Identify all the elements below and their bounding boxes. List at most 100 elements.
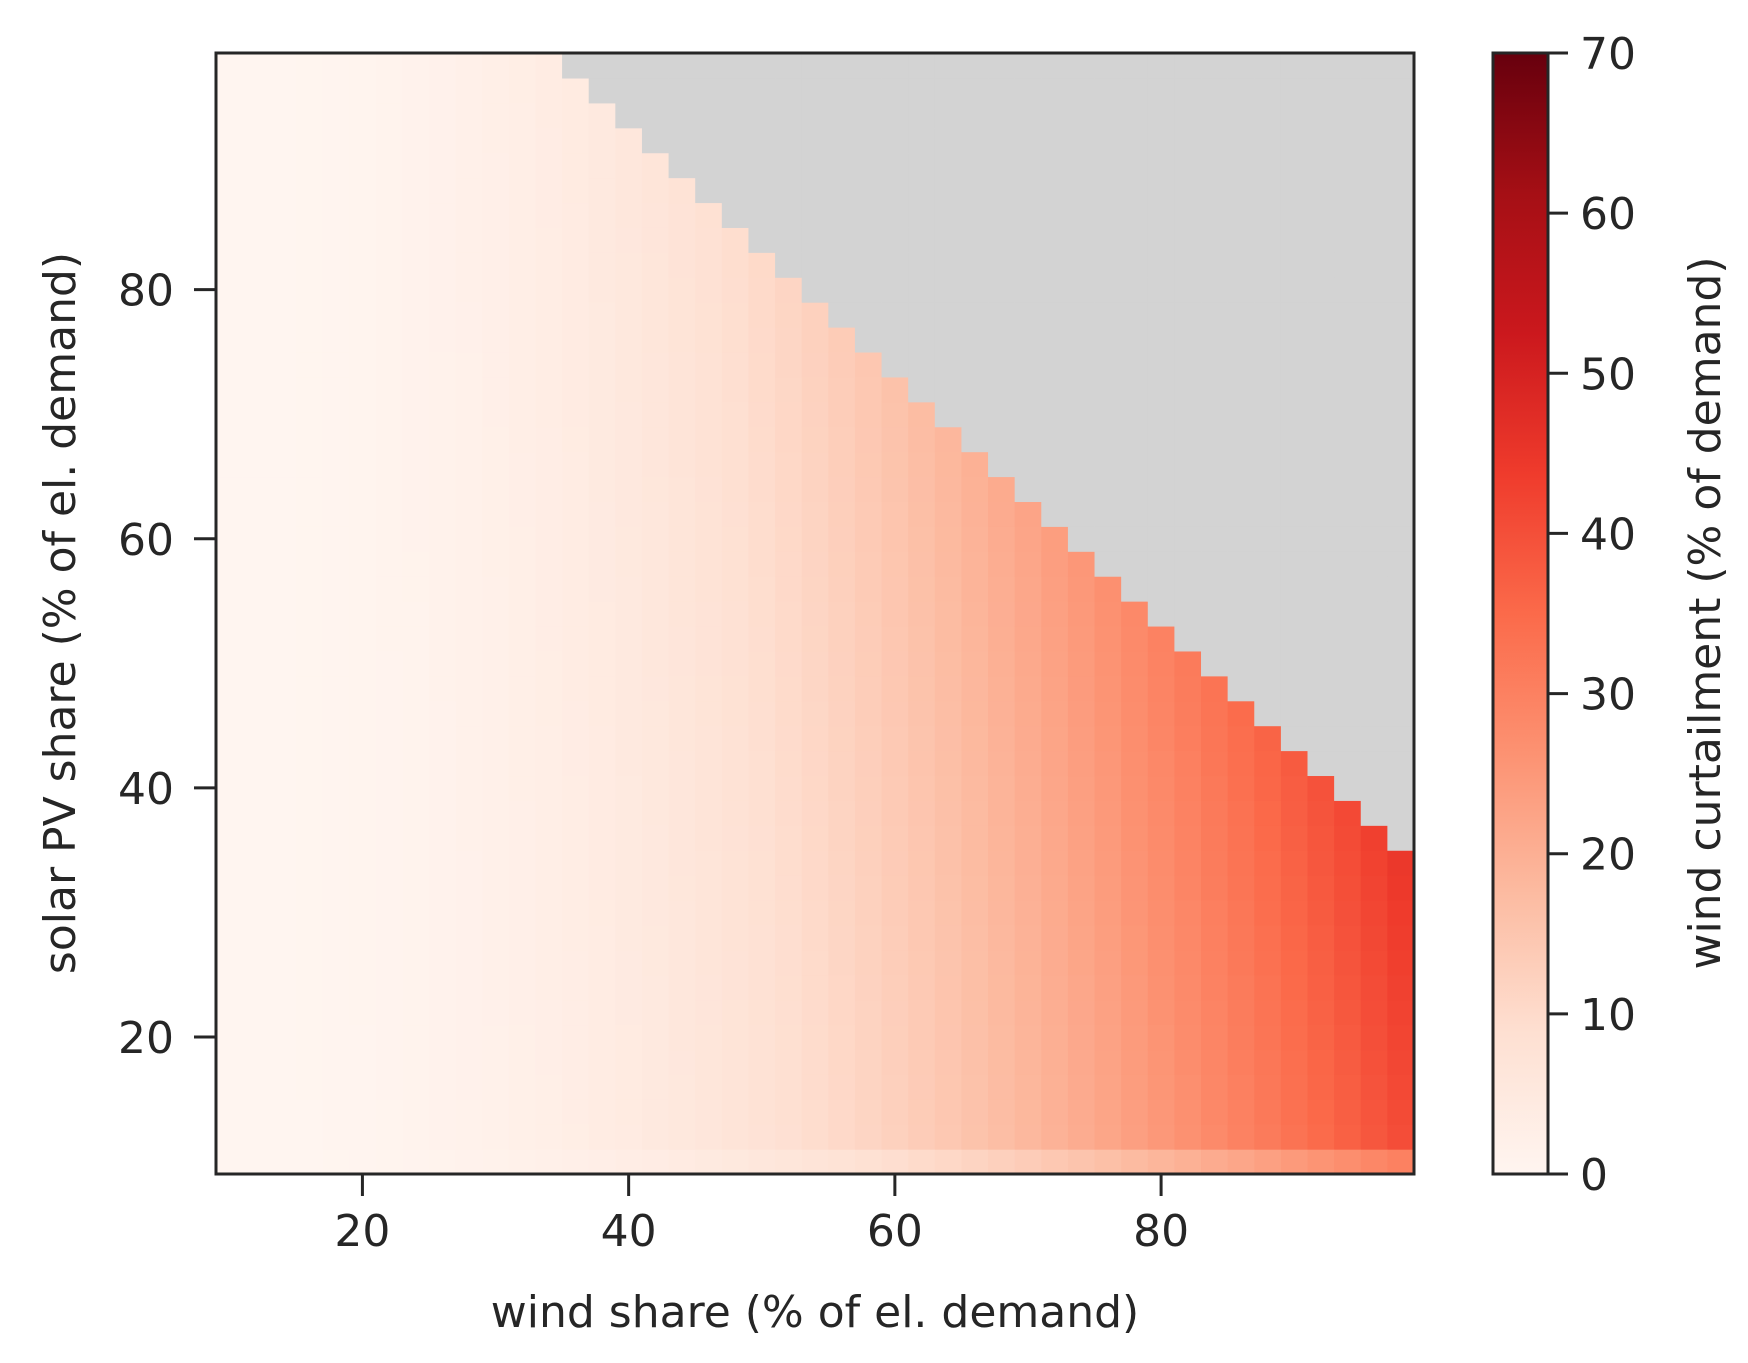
heatmap-cell: [1254, 1124, 1282, 1150]
heatmap-cell-missing: [828, 252, 856, 278]
heatmap-cell: [1201, 1074, 1229, 1100]
heatmap-cell: [402, 53, 430, 79]
heatmap-cell: [748, 1024, 776, 1051]
heatmap-cell-missing: [961, 351, 989, 378]
heatmap-cell: [508, 601, 537, 627]
heatmap-cell-missing: [854, 102, 883, 129]
heatmap-cell-missing: [1334, 650, 1362, 677]
heatmap-cell: [216, 974, 244, 1001]
heatmap-cells: [216, 53, 1415, 1175]
heatmap-cell: [1121, 1074, 1149, 1100]
heatmap-cell-missing: [1121, 152, 1149, 179]
heatmap-cell-missing: [588, 53, 616, 79]
heatmap-cell: [216, 675, 244, 702]
heatmap-cell: [242, 650, 270, 677]
heatmap-cell: [615, 451, 643, 478]
heatmap-cell: [615, 974, 643, 1001]
heatmap-cell: [668, 875, 696, 901]
heatmap-cell: [775, 1124, 803, 1150]
heatmap-cell: [508, 376, 537, 403]
heatmap-cell-missing: [1014, 152, 1042, 179]
heatmap-cell-missing: [961, 376, 989, 403]
heatmap-cell: [1121, 750, 1149, 777]
heatmap-cell: [1094, 800, 1122, 826]
heatmap-cell-missing: [1174, 53, 1202, 79]
heatmap-cell: [1094, 650, 1122, 677]
heatmap-cell: [1387, 999, 1415, 1026]
heatmap-cell-missing: [1280, 227, 1309, 253]
heatmap-cell: [428, 401, 457, 428]
heatmap-cell: [695, 999, 723, 1026]
heatmap-cell: [695, 252, 723, 278]
heatmap-cell-missing: [1360, 177, 1388, 204]
heatmap-cell: [828, 675, 856, 702]
heatmap-cell-missing: [775, 177, 803, 204]
heatmap-cell: [695, 650, 723, 677]
heatmap-cell: [269, 750, 297, 777]
heatmap-cell-missing: [1014, 401, 1042, 428]
heatmap-cell: [1280, 750, 1309, 777]
heatmap-cell: [242, 102, 270, 129]
heatmap-cell: [1201, 1149, 1229, 1175]
heatmap-cell-missing: [828, 177, 856, 204]
heatmap-cell-missing: [1201, 551, 1229, 577]
heatmap-cell: [1067, 1024, 1096, 1051]
heatmap-cell: [1014, 650, 1042, 677]
heatmap-cell: [322, 501, 350, 527]
heatmap-cell: [1307, 949, 1335, 976]
heatmap-cell: [508, 202, 537, 228]
heatmap-cell: [322, 1024, 350, 1051]
heatmap-cell: [1387, 1149, 1415, 1175]
heatmap-cell-missing: [721, 202, 750, 228]
heatmap-cell: [322, 924, 350, 951]
heatmap-cell: [721, 426, 750, 453]
heatmap-cell-missing: [1121, 476, 1149, 502]
heatmap-cell-missing: [1334, 351, 1362, 378]
heatmap-cell: [1334, 1149, 1362, 1175]
heatmap-cell: [269, 825, 297, 851]
heatmap-cell-missing: [1014, 53, 1042, 79]
heatmap-cell: [668, 825, 696, 851]
heatmap-cell: [1014, 825, 1042, 851]
heatmap-cell: [988, 825, 1016, 851]
heatmap-cell: [402, 974, 430, 1001]
heatmap-cell-missing: [801, 252, 829, 278]
heatmap-cell: [216, 551, 244, 577]
heatmap-cell: [881, 650, 909, 677]
heatmap-cell-missing: [1360, 725, 1388, 752]
heatmap-cell-missing: [1360, 625, 1388, 652]
heatmap-cell: [934, 451, 963, 478]
heatmap-cell: [881, 526, 909, 552]
heatmap-cell: [322, 800, 350, 826]
heatmap-cell: [1094, 974, 1122, 1001]
heatmap-cell-missing: [721, 53, 750, 79]
heatmap-cell-missing: [1201, 177, 1229, 204]
heatmap-cell: [854, 1124, 883, 1150]
heatmap-cell-missing: [1387, 725, 1415, 752]
heatmap-cell: [934, 526, 963, 552]
heatmap-cell: [641, 999, 670, 1026]
heatmap-cell: [828, 351, 856, 378]
heatmap-cell: [961, 476, 989, 502]
heatmap-cell-missing: [1147, 576, 1175, 602]
heatmap-cell: [881, 1024, 909, 1051]
heatmap-cell: [428, 252, 457, 278]
heatmap-cell: [482, 1024, 510, 1051]
heatmap-cell: [295, 974, 324, 1001]
heatmap-cell-missing: [1094, 277, 1122, 303]
heatmap-cell: [402, 426, 430, 453]
heatmap-cell: [908, 601, 936, 627]
heatmap-cell: [748, 750, 776, 777]
heatmap-cell: [428, 1149, 457, 1175]
heatmap-cell: [375, 875, 403, 901]
heatmap-cell-missing: [1334, 700, 1362, 727]
heatmap-cell: [801, 1049, 829, 1075]
heatmap-cell: [961, 725, 989, 752]
heatmap-cell: [216, 227, 244, 253]
heatmap-cell: [1201, 999, 1229, 1026]
heatmap-cell-missing: [668, 152, 696, 179]
heatmap-cell-missing: [1094, 202, 1122, 228]
heatmap-cell: [1201, 1124, 1229, 1150]
heatmap-cell: [801, 501, 829, 527]
heatmap-cell: [508, 1074, 537, 1100]
